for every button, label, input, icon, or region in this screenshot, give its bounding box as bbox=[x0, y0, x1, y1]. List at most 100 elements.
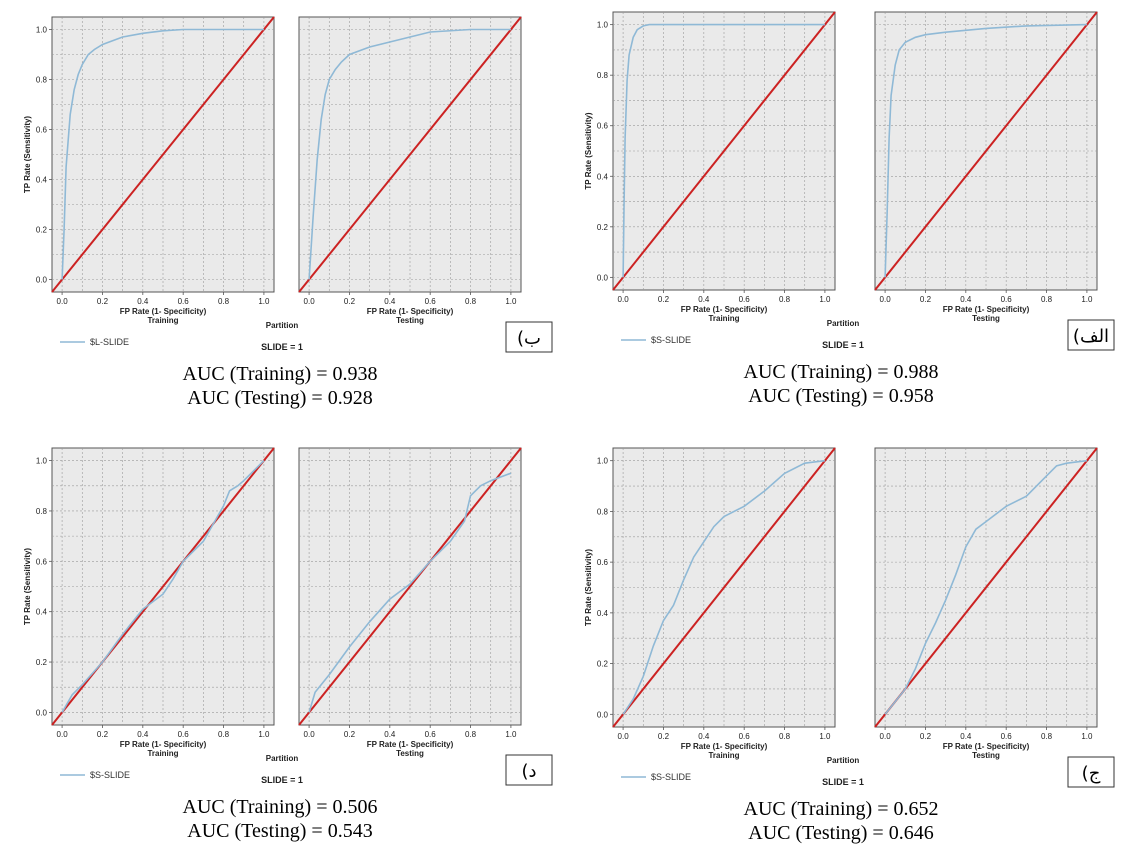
panel-tag: الف) bbox=[1073, 326, 1109, 347]
y-tick-label: 0.2 bbox=[597, 660, 609, 669]
x-tick-label: 1.0 bbox=[819, 295, 831, 304]
y-tick-label: 0.6 bbox=[597, 558, 609, 567]
roc-curve-testing bbox=[308, 28, 511, 280]
slide-label: SLIDE = 1 bbox=[261, 775, 303, 785]
x-axis-label: FP Rate (1- Specificity) bbox=[943, 742, 1030, 751]
roc-curve-training bbox=[622, 23, 825, 278]
x-tick-label: 1.0 bbox=[819, 732, 831, 741]
x-tick-label: 0.8 bbox=[779, 295, 791, 304]
x-tick-label: 1.0 bbox=[1081, 732, 1093, 741]
roc-curve-training bbox=[61, 460, 265, 713]
auc-testing: AUC (Testing) = 0.646 bbox=[748, 822, 933, 844]
y-tick-label: 0.2 bbox=[597, 223, 609, 232]
partition-label: Partition bbox=[827, 756, 860, 765]
x-tick-label: 1.0 bbox=[1081, 295, 1093, 304]
subplot-training: 0.0 0.0 0.2 0.2 0.4 0.4 0.6 0.6 0.8 0.8 1.0 1.0 FP R… bbox=[584, 11, 836, 323]
x-tick-label: 0.6 bbox=[1001, 295, 1013, 304]
x-tick-label: 1.0 bbox=[505, 730, 517, 739]
x-tick-label: 0.6 bbox=[178, 730, 190, 739]
subplot-training: 0.0 0.0 0.2 0.2 0.4 0.4 0.6 0.6 0.8 0.8 1.0 1.0 FP R… bbox=[584, 447, 836, 760]
diagonal-reference-line bbox=[51, 16, 275, 293]
slide-label: SLIDE = 1 bbox=[261, 342, 303, 352]
y-tick-label: 0.8 bbox=[597, 507, 609, 516]
subplot-testing: 0.0 0.2 0.4 0.6 0.8 1.0 FP Rate (1- Specificit… bbox=[298, 447, 522, 758]
roc-panel-b: 0.0 0.0 0.2 0.2 0.4 0.4 0.6 0.6 0.8 0.8 1.0 1.0 FP R… bbox=[0, 0, 561, 431]
x-axis-label: FP Rate (1- Specificity) bbox=[681, 305, 768, 314]
legend-label: $S-SLIDE bbox=[90, 770, 130, 780]
diagonal-reference-line bbox=[612, 447, 836, 728]
x-axis-label: FP Rate (1- Specificity) bbox=[367, 740, 454, 749]
y-tick-label: 1.0 bbox=[597, 457, 609, 466]
x-tick-label: 0.0 bbox=[57, 297, 69, 306]
x-tick-label: 0.4 bbox=[137, 297, 149, 306]
roc-curve-training bbox=[622, 459, 825, 715]
subplot-title: Training bbox=[708, 314, 739, 323]
y-tick-label: 0.2 bbox=[36, 226, 48, 235]
roc-panel-dal: 0.0 0.0 0.2 0.2 0.4 0.4 0.6 0.6 0.8 0.8 1.0 1.0 FP R… bbox=[0, 431, 561, 863]
x-tick-label: 0.8 bbox=[779, 732, 791, 741]
panel-tag: د) bbox=[521, 761, 536, 782]
y-tick-label: 1.0 bbox=[36, 26, 48, 35]
x-tick-label: 0.8 bbox=[465, 297, 477, 306]
y-axis-label: TP Rate (Sensitivity) bbox=[23, 116, 32, 194]
x-axis-label: FP Rate (1- Specificity) bbox=[120, 740, 207, 749]
x-tick-label: 0.2 bbox=[920, 732, 932, 741]
x-tick-label: 1.0 bbox=[258, 297, 270, 306]
x-tick-label: 0.4 bbox=[960, 295, 972, 304]
x-tick-label: 0.2 bbox=[97, 297, 109, 306]
subplot-testing: 0.0 0.2 0.4 0.6 0.8 1.0 FP Rate (1- Specificit… bbox=[874, 447, 1098, 760]
y-tick-label: 0.8 bbox=[36, 507, 48, 516]
diagonal-reference-line bbox=[612, 11, 836, 291]
panel-tag: ب) bbox=[517, 328, 541, 349]
subplot-testing: 0.0 0.2 0.4 0.6 0.8 1.0 FP Rate (1- Specificit… bbox=[298, 16, 522, 325]
y-axis-label: TP Rate (Sensitivity) bbox=[584, 549, 593, 627]
subplot-training: 0.0 0.0 0.2 0.2 0.4 0.4 0.6 0.6 0.8 0.8 1.0 1.0 FP R… bbox=[23, 16, 275, 325]
subplot-title: Testing bbox=[396, 749, 424, 758]
y-tick-label: 1.0 bbox=[597, 21, 609, 30]
roc-curve-training bbox=[61, 28, 264, 280]
y-axis-label: TP Rate (Sensitivity) bbox=[23, 548, 32, 626]
panel-tag-box bbox=[1067, 756, 1115, 788]
y-tick-label: 0.0 bbox=[36, 276, 48, 285]
subplot-title: Testing bbox=[972, 751, 1000, 760]
x-tick-label: 0.0 bbox=[618, 732, 630, 741]
x-tick-label: 0.4 bbox=[384, 730, 396, 739]
auc-testing: AUC (Testing) = 0.543 bbox=[187, 820, 372, 842]
x-tick-label: 1.0 bbox=[258, 730, 270, 739]
x-tick-label: 0.6 bbox=[178, 297, 190, 306]
auc-training: AUC (Training) = 0.652 bbox=[744, 798, 939, 820]
diagonal-reference-line bbox=[51, 447, 275, 726]
x-tick-label: 0.2 bbox=[658, 295, 670, 304]
y-tick-label: 0.8 bbox=[597, 71, 609, 80]
roc-curve-testing bbox=[884, 23, 1087, 278]
y-tick-label: 0.4 bbox=[36, 608, 48, 617]
auc-training: AUC (Training) = 0.506 bbox=[183, 796, 378, 818]
y-tick-label: 0.8 bbox=[36, 76, 48, 85]
x-tick-label: 0.4 bbox=[137, 730, 149, 739]
subplot-training: 0.0 0.0 0.2 0.2 0.4 0.4 0.6 0.6 0.8 0.8 1.0 1.0 FP R… bbox=[23, 447, 275, 758]
roc-curve-testing bbox=[884, 459, 1087, 715]
partition-label: Partition bbox=[827, 319, 860, 328]
auc-training: AUC (Training) = 0.988 bbox=[744, 361, 939, 383]
slide-label: SLIDE = 1 bbox=[822, 340, 864, 350]
y-tick-label: 0.6 bbox=[597, 122, 609, 131]
x-tick-label: 0.0 bbox=[304, 297, 316, 306]
x-tick-label: 0.8 bbox=[1041, 295, 1053, 304]
auc-testing: AUC (Testing) = 0.928 bbox=[187, 387, 372, 409]
legend-label: $L-SLIDE bbox=[90, 337, 129, 347]
y-tick-label: 0.0 bbox=[597, 710, 609, 719]
x-tick-label: 0.8 bbox=[465, 730, 477, 739]
legend-label: $S-SLIDE bbox=[651, 335, 691, 345]
x-tick-label: 0.0 bbox=[57, 730, 69, 739]
x-tick-label: 0.8 bbox=[218, 297, 230, 306]
x-axis-label: FP Rate (1- Specificity) bbox=[681, 742, 768, 751]
subplot-title: Training bbox=[708, 751, 739, 760]
subplot-title: Training bbox=[147, 749, 178, 758]
y-tick-label: 0.0 bbox=[36, 708, 48, 717]
y-axis-label: TP Rate (Sensitivity) bbox=[584, 112, 593, 190]
roc-panel-alef: 0.0 0.0 0.2 0.2 0.4 0.4 0.6 0.6 0.8 0.8 1.0 1.0 FP R… bbox=[561, 0, 1122, 431]
panel-tag-box bbox=[505, 321, 553, 353]
roc-chart-svg: 0.0 0.0 0.2 0.2 0.4 0.4 0.6 0.6 0.8 0.8 1.0 1.0 FP R… bbox=[584, 11, 1115, 407]
roc-panel-jim: 0.0 0.0 0.2 0.2 0.4 0.4 0.6 0.6 0.8 0.8 1.0 1.0 FP R… bbox=[561, 431, 1122, 863]
x-tick-label: 0.2 bbox=[658, 732, 670, 741]
